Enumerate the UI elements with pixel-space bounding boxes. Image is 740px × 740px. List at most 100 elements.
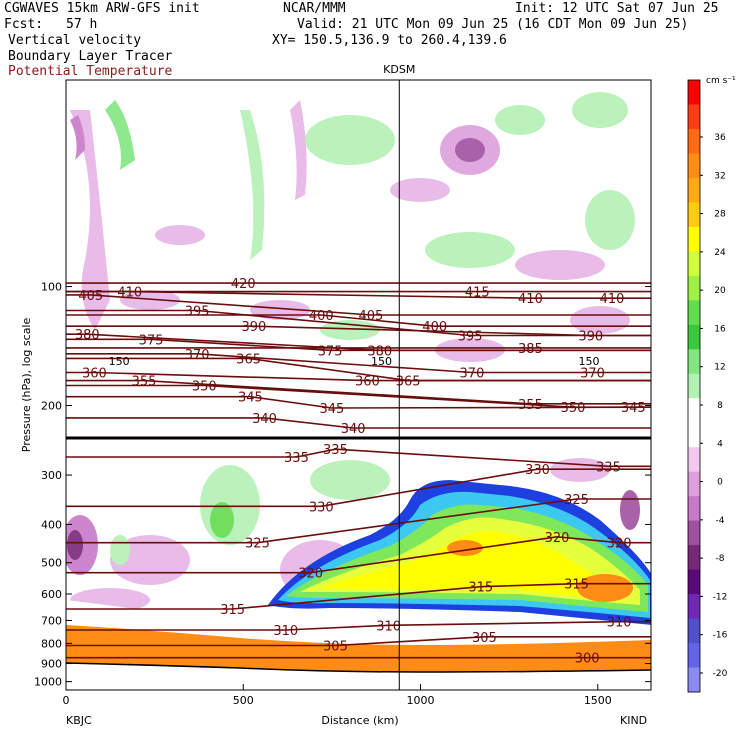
colorbar-label: 20 (714, 286, 726, 296)
theta-label: 315 (220, 603, 245, 618)
theta-contour (66, 535, 651, 574)
colorbar-swatch (688, 447, 700, 473)
theta-label: 360 (355, 375, 380, 390)
theta-contour (66, 620, 651, 631)
colorbar-swatch (688, 275, 700, 301)
y-tick-label: 300 (41, 469, 62, 482)
colorbar: 36 32 28 24 20 16 12 8 4 0 -4 -8 -12 -16 -20 (687, 79, 728, 693)
theta-label: 325 (245, 537, 270, 552)
station-marker-label: KDSM (383, 63, 415, 76)
colorbar-swatch (688, 667, 700, 693)
terrain-fill (66, 600, 651, 690)
y-axis-label: Pressure (hPa), log scale (20, 318, 33, 453)
model-title: CGWAVES 15km ARW-GFS init (4, 1, 200, 16)
theta-contour (66, 357, 651, 382)
theta-label: 310 (273, 624, 298, 639)
colorbar-swatch (688, 226, 700, 252)
y-tick-label: 400 (41, 518, 62, 531)
theta-label: 360 (82, 366, 107, 381)
theta-contour (66, 384, 651, 408)
colorbar-label: 28 (714, 210, 726, 220)
valid-time: Valid: 21 UTC Mon 09 Jun 25 (16 CDT Mon … (297, 17, 689, 32)
colorbar-label: -20 (713, 669, 728, 679)
theta-label: 335 (596, 460, 621, 475)
theta-contour (66, 294, 651, 316)
colorbar-swatch (688, 177, 700, 203)
colorbar-swatch (688, 349, 700, 375)
theta-label: 410 (117, 286, 142, 301)
theta-label: 375 (139, 333, 164, 348)
colorbar-label: 4 (717, 439, 723, 449)
y-tick-label: 100 (41, 281, 62, 294)
colorbar-swatch (688, 80, 700, 105)
org-label: NCAR/MMM (283, 1, 346, 16)
colorbar-label: -8 (716, 554, 725, 564)
theta-contour (66, 498, 651, 544)
theta-label: 410 (600, 292, 625, 307)
theta-label: 415 (465, 286, 490, 301)
y-tick-label: 700 (41, 614, 62, 627)
y-tick-label: 500 (41, 557, 62, 570)
colorbar-swatch (688, 104, 700, 130)
colorbar-swatch (688, 422, 700, 448)
theta-label: 315 (564, 578, 589, 593)
theta-label: 320 (298, 567, 323, 582)
field-vertical-velocity: Vertical velocity (8, 33, 142, 48)
colorbar-label: 0 (717, 478, 723, 488)
tropopause-label: 150 (578, 355, 599, 368)
theta-label: 380 (75, 328, 100, 343)
theta-label: 330 (309, 500, 334, 515)
theta-contour (66, 448, 651, 468)
colorbar-label: 16 (714, 324, 726, 334)
theta-contour (66, 333, 651, 352)
theta-label: 345 (319, 402, 344, 417)
plot-frame (65, 79, 652, 691)
theta-label: 365 (396, 375, 421, 390)
theta-label: 300 (575, 652, 600, 667)
theta-label: 355 (132, 375, 157, 390)
theta-label: 405 (358, 309, 383, 324)
theta-label: 395 (185, 305, 210, 320)
theta-label: 310 (376, 619, 401, 634)
x-axis-ticks: 0 500 1000 1500 (63, 684, 612, 707)
colorbar-swatch (688, 251, 700, 277)
theta-label: 325 (564, 493, 589, 508)
colorbar-label: -4 (716, 516, 725, 526)
forecast-value: 57 h (66, 17, 98, 32)
theta-label: 345 (238, 391, 263, 406)
colorbar-swatch (688, 153, 700, 179)
theta-contour-lines (66, 282, 651, 659)
theta-label: 335 (284, 451, 309, 466)
theta-label: 345 (621, 401, 646, 416)
theta-label: 310 (607, 616, 632, 631)
left-station-label: KBJC (66, 714, 92, 727)
x-tick-label: 1500 (584, 694, 612, 707)
theta-label: 390 (578, 329, 603, 344)
theta-label: 400 (422, 320, 447, 335)
theta-label: 350 (561, 401, 586, 416)
colorbar-label: -16 (713, 631, 728, 641)
theta-labels: 405 410 420 415 410 410 395 400 405 380 390 400 395 3… (75, 277, 646, 667)
y-tick-label: 1000 (34, 676, 62, 689)
y-tick-label: 900 (41, 658, 62, 671)
colorbar-swatch (688, 300, 700, 326)
x-axis-label: Distance (km) (321, 714, 398, 727)
theta-label: 315 (468, 581, 493, 596)
colorbar-frame (687, 79, 701, 693)
theta-label: 420 (231, 277, 256, 292)
colorbar-label: 24 (714, 248, 726, 258)
y-tick-label: 600 (41, 588, 62, 601)
y-tick-label: 800 (41, 637, 62, 650)
theta-contour (66, 417, 651, 429)
theta-contour (66, 353, 651, 374)
field-potential-temperature: Potential Temperature (8, 64, 173, 79)
x-tick-label: 0 (63, 694, 70, 707)
colorbar-swatch (688, 496, 700, 522)
theta-label: 400 (309, 309, 334, 324)
theta-contour (66, 379, 651, 405)
theta-label: 330 (525, 463, 550, 478)
theta-contour (66, 314, 651, 327)
colorbar-swatch (688, 471, 700, 497)
theta-label: 365 (236, 352, 261, 367)
